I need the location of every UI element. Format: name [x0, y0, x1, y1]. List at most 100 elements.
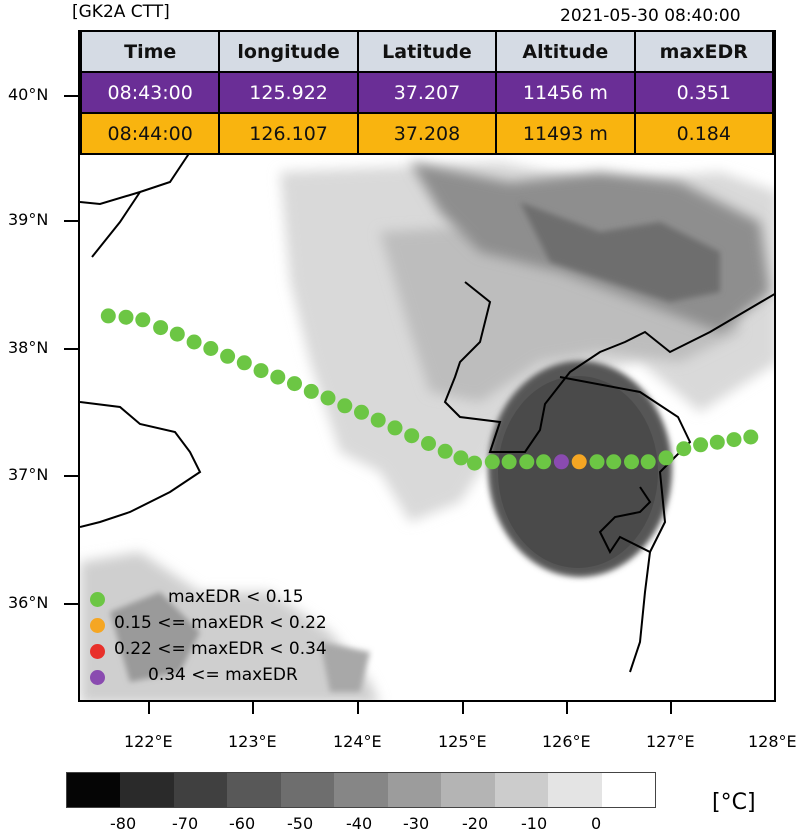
col-header: longitude	[218, 30, 359, 73]
track-point	[743, 429, 759, 445]
table-header-row: Time longitude Latitude Altitude maxEDR	[79, 30, 775, 73]
coast-liaodong-tip	[91, 191, 141, 258]
track-point	[519, 454, 535, 470]
table-row: 08:43:00 125.922 37.207 11456 m 0.351	[79, 71, 775, 114]
table-cell: 08:43:00	[79, 71, 221, 114]
lat-tick	[64, 220, 78, 222]
track-point	[337, 398, 353, 414]
lat-tick	[64, 603, 78, 605]
track-point	[370, 412, 386, 428]
track-point	[153, 320, 169, 336]
track-point	[303, 383, 319, 399]
table-cell: 125.922	[218, 71, 359, 114]
table-cell: 11456 m	[495, 71, 636, 114]
track-point	[186, 334, 202, 350]
track-point	[501, 454, 517, 470]
track-point	[437, 443, 453, 459]
track-point	[236, 355, 252, 371]
colorbar-label: -60	[229, 814, 256, 833]
colorbar-swatch	[120, 773, 174, 807]
track-point	[726, 432, 742, 448]
colorbar-label: -70	[172, 814, 199, 833]
table-cell: 0.351	[633, 71, 775, 114]
colorbar-swatch	[280, 773, 335, 807]
legend-label-0: maxEDR < 0.15	[168, 587, 304, 607]
colorbar-swatch	[227, 773, 281, 807]
cloud-southwest-dark	[110, 592, 200, 682]
track-point	[270, 369, 286, 385]
colorbar-swatch	[67, 773, 121, 807]
track-point	[253, 363, 269, 379]
colorbar-swatch	[334, 773, 388, 807]
lon-label-128: 128°E	[748, 732, 797, 751]
col-header: maxEDR	[633, 30, 775, 73]
lon-tick	[566, 702, 568, 714]
lat-label-40: 40°N	[8, 85, 49, 104]
coastlines	[80, 91, 774, 673]
track-point	[404, 428, 420, 444]
lon-label-122: 122°E	[124, 732, 173, 751]
colorbar-swatch	[173, 773, 228, 807]
table-cell: 37.207	[356, 71, 498, 114]
legend-marker-0	[90, 592, 105, 607]
track-point	[421, 436, 436, 451]
legend-label-2: 0.22 <= maxEDR < 0.34	[114, 639, 327, 659]
table-cell: 126.107	[218, 112, 359, 155]
table-row: 08:44:00 126.107 37.208 11493 m 0.184	[79, 112, 775, 155]
map-canvas	[80, 91, 774, 700]
coast-gyeonggi	[559, 376, 692, 554]
lon-tick	[357, 702, 359, 714]
colorbar-swatch	[601, 773, 655, 807]
lon-label-126: 126°E	[542, 732, 591, 751]
table-cell: 11493 m	[495, 112, 636, 155]
colorbar-label: -80	[110, 814, 137, 833]
legend-marker-2	[90, 644, 105, 659]
table-cell: 0.184	[633, 112, 775, 155]
lon-label-127: 127°E	[646, 732, 695, 751]
cloud-south-speck	[320, 642, 370, 692]
lat-tick	[64, 348, 78, 350]
track-point	[100, 308, 116, 324]
flight-info-table: Time longitude Latitude Altitude maxEDR …	[79, 30, 775, 155]
col-header: Altitude	[495, 30, 636, 73]
track-point	[553, 454, 569, 470]
flight-track	[100, 308, 759, 471]
legend-marker-1	[90, 618, 105, 633]
lat-label-36: 36°N	[8, 593, 49, 612]
track-point	[203, 341, 219, 356]
lat-tick	[64, 475, 78, 477]
track-point	[606, 454, 622, 470]
colorbar-label: -40	[346, 814, 373, 833]
colorbar-label: -50	[287, 814, 314, 833]
coast-shandong	[80, 401, 202, 528]
storm-cell-core	[498, 376, 658, 568]
colorbar-label: -10	[521, 814, 548, 833]
legend-label-1: 0.15 <= maxEDR < 0.22	[114, 613, 327, 633]
colorbar-swatch	[387, 773, 442, 807]
lon-tick	[462, 702, 464, 714]
colorbar-unit: [°C]	[712, 790, 756, 815]
coast-north-korea	[443, 281, 774, 453]
track-point	[589, 454, 605, 470]
track-point	[693, 437, 709, 453]
track-point	[709, 434, 725, 450]
lat-label-38: 38°N	[8, 338, 49, 357]
track-point	[354, 404, 369, 420]
track-point	[484, 454, 500, 470]
colorbar-swatch	[548, 773, 602, 807]
lat-label-39: 39°N	[8, 210, 49, 229]
colorbar-label: 0	[591, 814, 602, 833]
track-point	[320, 390, 336, 406]
colorbar-label: -30	[403, 814, 430, 833]
colorbar-swatch	[494, 773, 549, 807]
track-point	[135, 312, 151, 328]
track-point	[467, 455, 482, 471]
lon-label-125: 125°E	[438, 732, 487, 751]
lon-tick	[670, 702, 672, 714]
track-point	[169, 326, 185, 342]
product-title: [GK2A CTT]	[72, 2, 170, 22]
lon-tick	[252, 702, 254, 714]
track-point	[453, 450, 469, 466]
colorbar-swatch	[441, 773, 495, 807]
legend-marker-3	[90, 670, 105, 685]
